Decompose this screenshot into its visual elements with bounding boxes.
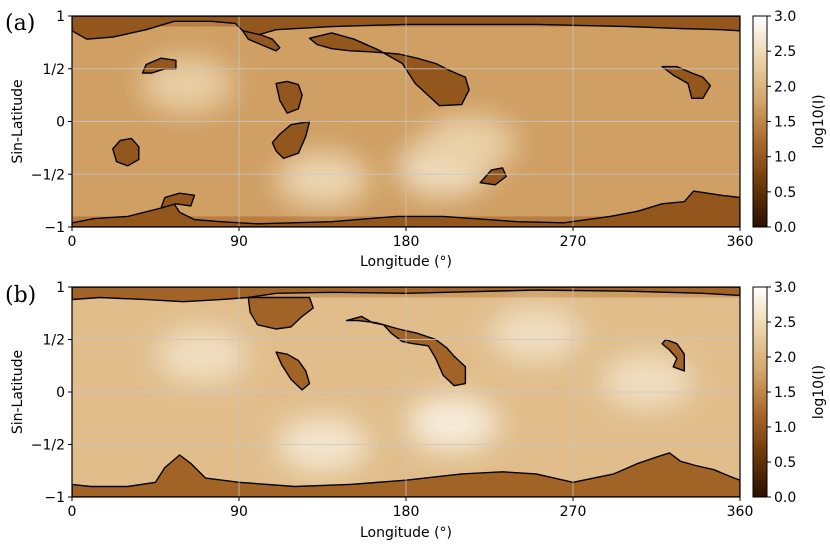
panel-label: (b)	[5, 283, 36, 308]
colorbar-tick-label: 1.0	[774, 150, 796, 166]
bright-region-3	[424, 114, 517, 171]
x-axis-label: Longitude (°)	[360, 254, 452, 270]
colorbar-label: log10(I)	[811, 94, 827, 148]
bright-region-3	[489, 306, 582, 363]
coronal-hole-central-north	[345, 315, 467, 387]
panel-label: (a)	[5, 11, 35, 36]
coronal-hole-n-lon-333	[661, 65, 711, 99]
y-tick-label: 1	[56, 280, 65, 296]
colorbar-label: log10(I)	[811, 365, 827, 419]
colorbar-tick-label: 0.0	[774, 220, 796, 236]
y-tick-label: 1/2	[42, 62, 65, 78]
coronal-hole-s-lon-222	[479, 167, 507, 186]
x-tick-label: 180	[393, 234, 420, 250]
colorbar-tick-label: 2.5	[774, 44, 796, 60]
x-axis-label: Longitude (°)	[360, 525, 452, 541]
y-tick-label: 0	[56, 385, 65, 401]
y-tick-label: 1/2	[42, 333, 65, 349]
colorbar-tick-label: 0.0	[774, 490, 796, 506]
colorbar	[752, 286, 768, 498]
coronal-hole-n-lon-100	[242, 30, 281, 52]
colorbar-tick-label: 2.5	[774, 315, 796, 331]
panel-b: 0 90 180 270 360 1 1/2 0 −1/2 −1 Longitude (°) Sin-…	[5, 280, 827, 541]
y-tick-label: 0	[56, 115, 65, 131]
coronal-hole-s-lon-55	[160, 192, 196, 209]
x-tick-label: 270	[560, 504, 587, 520]
colorbar	[752, 15, 768, 228]
colorbar-tick-label: 0.5	[774, 455, 796, 471]
y-tick-label: 1	[56, 9, 65, 25]
y-tick-label: −1/2	[31, 438, 65, 454]
bright-region-0	[141, 56, 234, 113]
bright-region-0	[155, 327, 248, 384]
colorbar-tick-label: 2.0	[774, 79, 796, 95]
colorbar-tick-label: 3.0	[774, 9, 796, 25]
y-tick-label: −1	[44, 490, 65, 506]
x-tick-label: 360	[727, 234, 754, 250]
x-tick-label: 360	[727, 504, 754, 520]
coronal-hole-central-north	[308, 32, 470, 107]
x-tick-label: 180	[393, 504, 420, 520]
x-tick-label: 90	[230, 234, 248, 250]
coronal-hole-mid-lon-28	[112, 137, 140, 167]
x-tick-label: 0	[68, 504, 77, 520]
colorbar-tick-label: 0.5	[774, 185, 796, 201]
y-tick-label: −1	[44, 220, 65, 236]
bright-region-2	[406, 395, 499, 452]
panel-a: 0 90 180 270 360 1 1/2 0 −1/2 −1 Longitude (°) Sin-…	[5, 9, 827, 270]
y-axis-label: Sin-Latitude	[10, 79, 26, 163]
coronal-hole-n-lon-118	[275, 80, 303, 114]
coronal-hole-n-lon-118	[275, 351, 311, 391]
x-tick-label: 270	[560, 234, 587, 250]
coronal-hole-n-lon-322	[661, 338, 685, 372]
bright-region-1	[276, 151, 369, 208]
x-tick-label: 0	[68, 234, 77, 250]
x-tick-label: 90	[230, 504, 248, 520]
y-tick-label: −1/2	[31, 167, 65, 183]
colorbar-tick-label: 1.0	[774, 420, 796, 436]
colorbar-tick-label: 1.5	[774, 115, 796, 131]
colorbar-tick-label: 1.5	[774, 385, 796, 401]
coronal-hole-n-lon-45	[141, 57, 177, 74]
coronal-hole-n-lon-110	[247, 296, 314, 330]
colorbar-tick-label: 3.0	[774, 280, 796, 296]
colorbar-tick-label: 2.0	[774, 350, 796, 366]
y-axis-label: Sin-Latitude	[10, 350, 26, 434]
coronal-hole-mid-lon-118	[271, 120, 311, 160]
bright-region-4	[601, 353, 694, 410]
